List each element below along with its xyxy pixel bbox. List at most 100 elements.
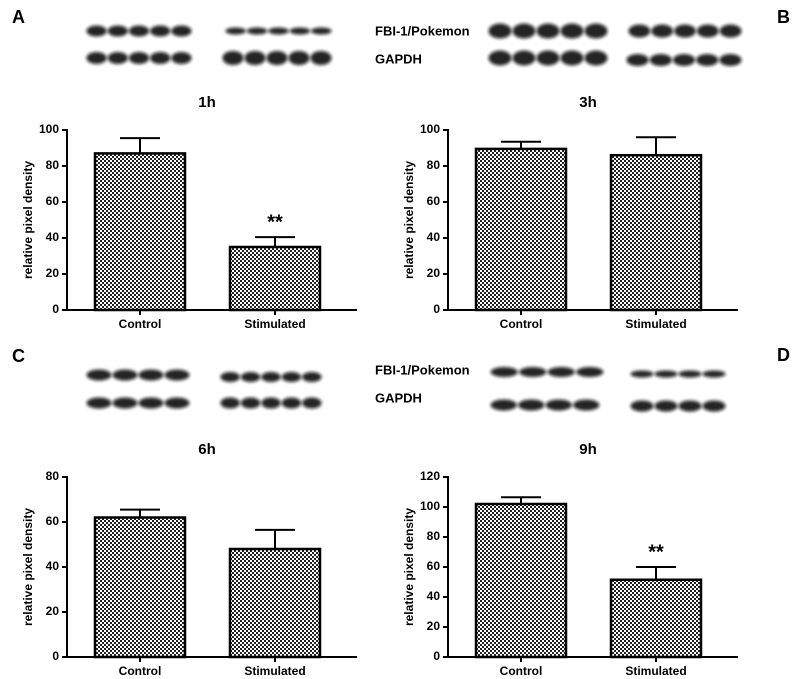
y-tick-label: 20 — [427, 266, 441, 280]
blot-band — [674, 24, 696, 38]
blot-band — [171, 52, 192, 64]
panel-label: D — [777, 345, 790, 365]
y-tick-label: 40 — [427, 589, 441, 603]
blot-band — [512, 23, 536, 39]
blot-band — [654, 400, 678, 412]
blot-band — [289, 27, 311, 35]
bar — [609, 578, 703, 659]
blot-band — [107, 25, 128, 37]
y-axis-label: relative pixel density — [21, 508, 35, 626]
blot-band — [240, 397, 261, 409]
y-tick-label: 60 — [46, 514, 60, 528]
blot-band — [268, 27, 289, 35]
blot-band — [696, 54, 719, 66]
error-bar — [120, 508, 160, 518]
y-tick-label: 100 — [420, 499, 440, 513]
error-bar — [636, 566, 676, 580]
blot-band — [518, 399, 545, 411]
blot-band — [150, 52, 171, 64]
blot-band — [86, 25, 107, 37]
blot-band — [246, 27, 268, 35]
bar — [228, 245, 322, 312]
y-tick-label: 40 — [46, 559, 60, 573]
y-tick-label: 0 — [433, 302, 440, 316]
y-tick-label: 40 — [46, 230, 60, 244]
chart-title: 1h — [198, 94, 216, 111]
blot-band — [490, 367, 518, 377]
blot-band — [651, 24, 674, 38]
blot-band — [302, 372, 322, 382]
blot-band — [545, 399, 572, 411]
blot-band — [261, 372, 281, 382]
blot-band — [719, 54, 742, 66]
blot-band — [261, 397, 281, 409]
x-tick-label: Control — [119, 317, 162, 331]
blot-band — [678, 400, 702, 412]
blot-band — [128, 25, 150, 37]
y-tick-label: 0 — [433, 649, 440, 663]
blot-band — [107, 52, 128, 64]
error-bar — [636, 136, 676, 156]
panel-label: C — [12, 346, 25, 366]
blot-band — [584, 50, 608, 66]
bar — [474, 147, 568, 312]
panel-label: A — [12, 7, 25, 27]
error-bar — [255, 236, 295, 247]
blot-band — [519, 367, 547, 377]
blot-band — [86, 369, 112, 381]
blot-band — [288, 51, 310, 65]
y-tick-label: 80 — [427, 529, 441, 543]
blot-band — [536, 50, 560, 66]
blot-band — [302, 397, 322, 409]
y-tick-label: 100 — [39, 122, 59, 136]
blot-label: GAPDH — [375, 390, 422, 405]
blot-band — [240, 372, 261, 382]
y-tick-label: 100 — [420, 122, 440, 136]
x-tick-label: Control — [119, 664, 162, 678]
blot-band — [138, 369, 164, 381]
error-bar — [255, 528, 295, 549]
y-tick-label: 120 — [420, 469, 440, 483]
x-tick-label: Stimulated — [625, 317, 686, 331]
x-tick-label: Stimulated — [244, 664, 305, 678]
panel-label: B — [777, 7, 790, 27]
blot-band — [488, 23, 512, 39]
blot-band — [702, 400, 726, 412]
blot-band — [630, 370, 654, 378]
blot-band — [576, 367, 604, 377]
significance: ** — [648, 541, 664, 563]
blot-images — [86, 23, 742, 412]
blot-band — [281, 372, 302, 382]
blot-band — [86, 52, 107, 64]
chart-title: 6h — [198, 441, 216, 458]
blot-band — [560, 23, 584, 39]
blot-label: FBI-1/Pokemon — [375, 362, 470, 377]
blot-band — [630, 400, 654, 412]
y-tick-label: 60 — [427, 194, 441, 208]
chart-title: 3h — [579, 94, 597, 111]
blot-band — [311, 27, 332, 35]
x-tick-label: Stimulated — [244, 317, 305, 331]
y-tick-label: 20 — [46, 604, 60, 618]
y-tick-label: 60 — [46, 194, 60, 208]
blot-label: FBI-1/Pokemon — [375, 23, 470, 38]
bar — [93, 516, 187, 659]
y-tick-label: 0 — [52, 302, 59, 316]
blot-label: GAPDH — [375, 51, 422, 66]
error-bar — [501, 496, 541, 504]
y-axis-label: relative pixel density — [402, 161, 416, 279]
y-tick-label: 20 — [46, 266, 60, 280]
blot-band — [536, 23, 560, 39]
bar — [609, 153, 703, 312]
y-tick-label: 80 — [46, 158, 60, 172]
blot-band — [696, 24, 719, 38]
y-tick-label: 40 — [427, 230, 441, 244]
blot-band — [281, 397, 302, 409]
blot-band — [488, 50, 512, 66]
blot-band — [220, 372, 240, 382]
blot-band — [672, 54, 696, 66]
y-tick-label: 80 — [46, 469, 60, 483]
blot-band — [654, 370, 678, 378]
blot-band — [164, 397, 190, 409]
y-tick-label: 60 — [427, 559, 441, 573]
